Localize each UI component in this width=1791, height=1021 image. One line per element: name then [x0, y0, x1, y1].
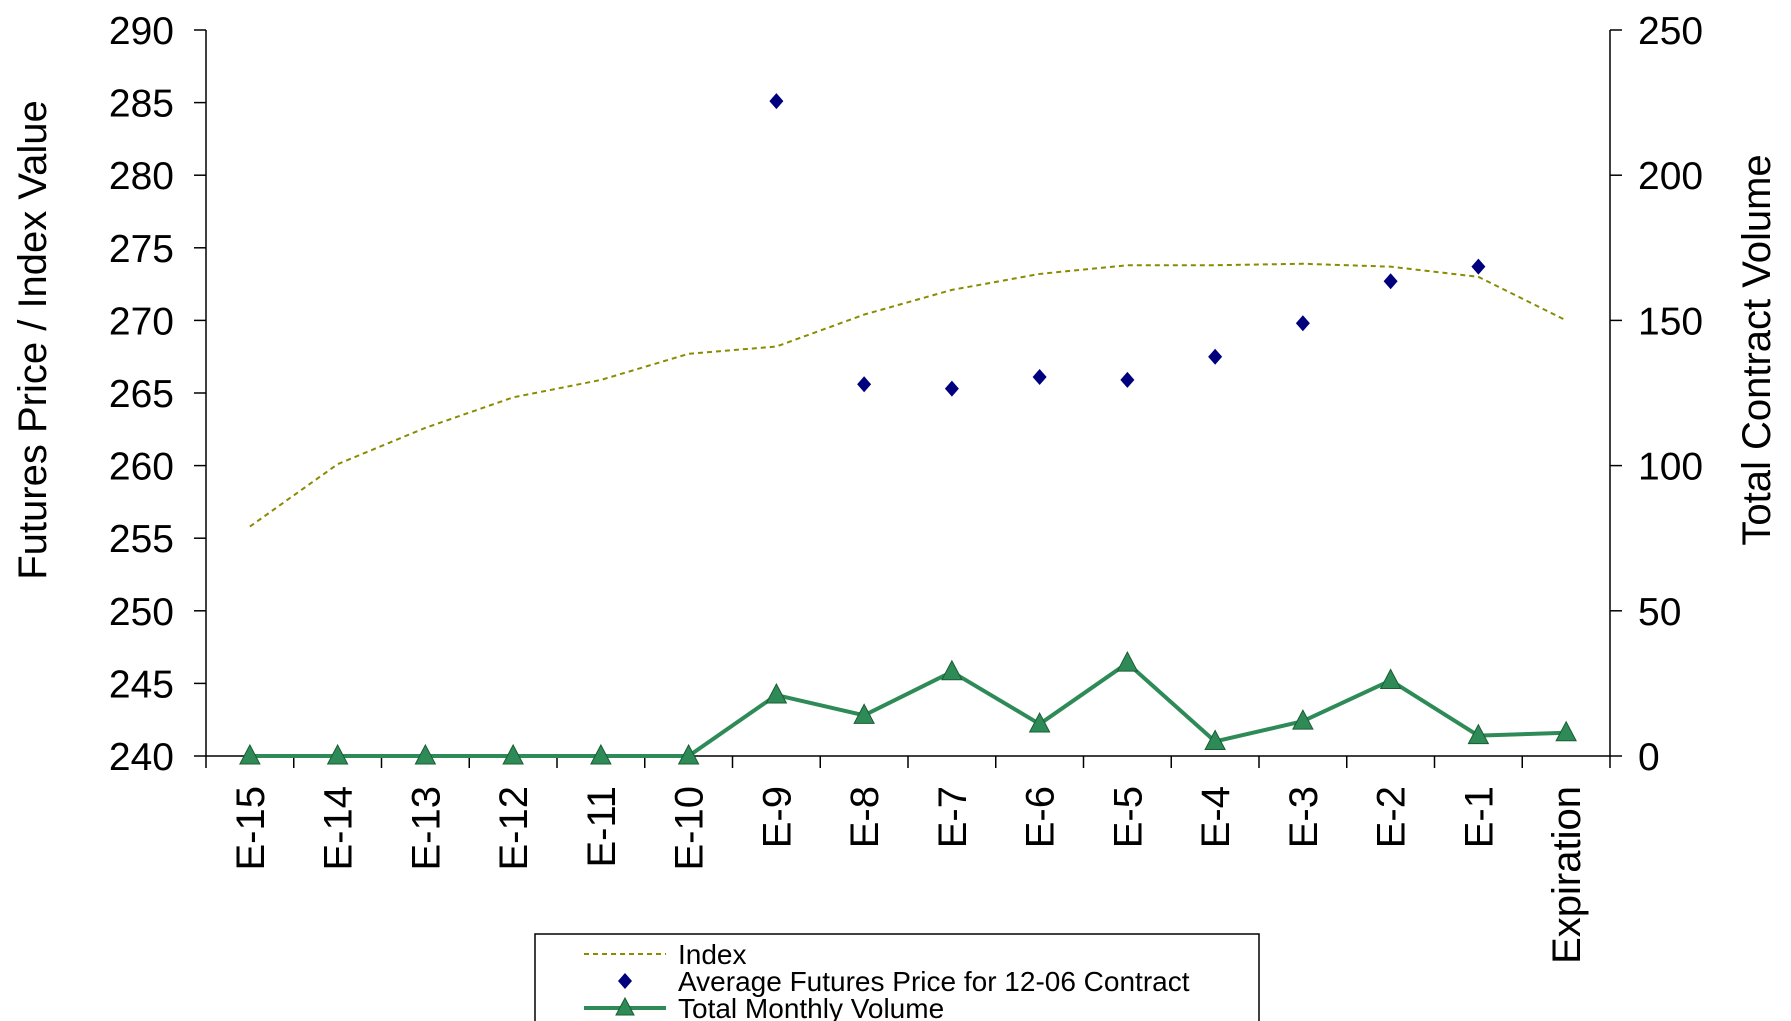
volume-point [1467, 723, 1490, 745]
category-tick-label: E-1 [1457, 786, 1501, 848]
series-index-line [249, 262, 1567, 528]
legend: Index Average Futures Price for 12-06 Co… [534, 933, 1260, 1021]
left-tick-label: 250 [109, 591, 174, 634]
volume-point [1204, 729, 1226, 750]
category-tick-label: E-12 [492, 786, 536, 871]
left-tick-label: 270 [109, 300, 174, 343]
avg-futures-point [1120, 371, 1135, 388]
legend-avg-futures-marker [618, 973, 632, 989]
volume-point [765, 682, 788, 704]
right-tick-label: 0 [1638, 736, 1660, 779]
left-axis-ticks: 240 245 250 255 260 265 270 275 280 285 290 [109, 10, 206, 779]
category-tick-label: E-9 [755, 786, 799, 848]
left-tick-label: 275 [109, 228, 174, 271]
left-tick-label: 265 [109, 373, 174, 416]
volume-point [502, 743, 524, 765]
avg-futures-point [1208, 348, 1223, 365]
category-tick-label: E-5 [1106, 786, 1150, 848]
legend-volume-marker [615, 996, 635, 1016]
left-tick-label: 280 [109, 155, 174, 198]
volume-point [1292, 709, 1314, 730]
left-tick-label: 255 [109, 518, 174, 561]
category-tick-label: E-11 [580, 786, 624, 868]
legend-avg-futures-label: Average Futures Price for 12-06 Contract [678, 966, 1190, 997]
volume-point [1028, 711, 1051, 733]
left-tick-label: 290 [109, 10, 174, 53]
avg-futures-point [857, 376, 872, 393]
category-tick-label: E-13 [404, 786, 448, 871]
right-axis-title: Total Contract Volume [1735, 154, 1779, 545]
right-tick-label: 150 [1638, 300, 1703, 343]
plot-area [205, 30, 1611, 757]
volume-point [590, 743, 612, 765]
category-tick-label: E-6 [1019, 786, 1063, 848]
volume-point [326, 743, 349, 765]
avg-futures-point [1383, 273, 1398, 290]
category-tick-label: E-2 [1370, 786, 1414, 848]
volume-point [1116, 650, 1139, 672]
volume-point [1555, 720, 1577, 742]
left-tick-label: 245 [109, 663, 174, 706]
category-axis-ticks: E-15 E-14 E-13 E-12 E-11 E-10 E-9 E-8 E-7 E-6 E-5 E… [205, 756, 1611, 964]
right-tick-label: 100 [1638, 446, 1703, 489]
category-tick-label: E-15 [229, 786, 273, 871]
volume-point [239, 743, 261, 765]
volume-point [941, 659, 963, 681]
legend-index-label: Index [678, 939, 747, 970]
avg-futures-point [1295, 315, 1310, 332]
volume-point [414, 743, 437, 765]
left-tick-label: 240 [109, 736, 174, 779]
category-tick-label: E-10 [668, 786, 712, 871]
category-tick-label: E-8 [843, 786, 887, 848]
right-tick-label: 50 [1638, 591, 1681, 634]
avg-futures-point [1471, 258, 1486, 275]
right-tick-label: 200 [1638, 155, 1703, 198]
left-axis-title: Futures Price / Index Value [11, 100, 55, 580]
volume-point [677, 743, 700, 765]
avg-futures-point [1032, 369, 1047, 386]
avg-futures-point [944, 380, 959, 397]
volume-point [1379, 668, 1402, 689]
category-tick-label: E-3 [1282, 786, 1326, 848]
avg-futures-point [769, 93, 784, 110]
volume-point [853, 703, 875, 724]
category-tick-label: E-7 [931, 786, 975, 848]
right-tick-label: 250 [1638, 10, 1703, 53]
category-tick-label: E-4 [1194, 786, 1238, 848]
left-tick-label: 260 [109, 446, 174, 489]
category-tick-label: E-14 [317, 786, 361, 871]
series-layer [239, 93, 1577, 765]
left-tick-label: 285 [109, 83, 174, 126]
legend-volume-label: Total Monthly Volume [678, 993, 944, 1021]
series-volume-line [249, 661, 1567, 758]
right-axis-ticks: 0 50 100 150 200 250 [1610, 10, 1703, 779]
category-tick-label: Expiration [1545, 786, 1589, 964]
